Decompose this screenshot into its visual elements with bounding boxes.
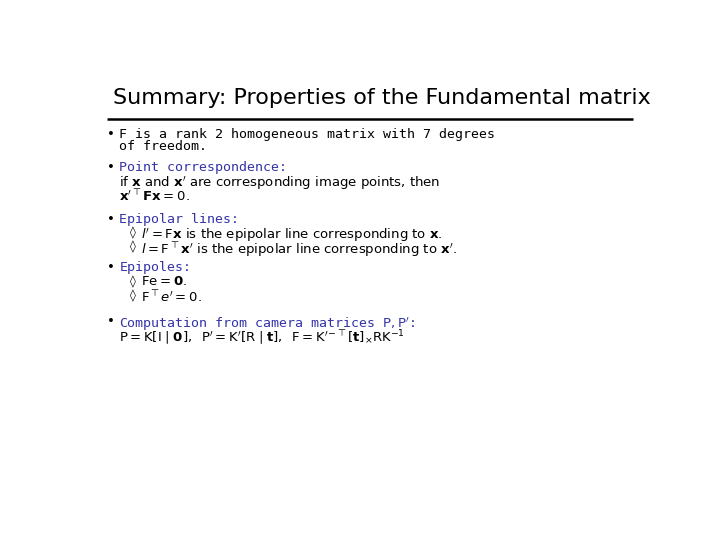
Text: Epipolar lines:: Epipolar lines: <box>120 213 240 226</box>
Text: Computation from camera matrices $\mathrm{P}, \mathrm{P}'$:: Computation from camera matrices $\mathr… <box>120 315 415 333</box>
Text: $\mathrm{F}^{\top}e' = 0.$: $\mathrm{F}^{\top}e' = 0.$ <box>141 289 202 305</box>
Text: $\mathbf{x}'^{\top}\mathbf{F}\mathbf{x} = 0.$: $\mathbf{x}'^{\top}\mathbf{F}\mathbf{x} … <box>120 187 190 203</box>
Text: ◊: ◊ <box>130 275 136 288</box>
Text: •: • <box>107 261 115 274</box>
Text: of freedom.: of freedom. <box>120 140 207 153</box>
Text: ◊: ◊ <box>130 240 136 253</box>
Text: ◊: ◊ <box>130 289 136 302</box>
Text: •: • <box>107 161 115 174</box>
Text: Point correspondence:: Point correspondence: <box>120 161 287 174</box>
Text: Epipoles:: Epipoles: <box>120 261 192 274</box>
Text: $\mathrm{F}\mathrm{e} = \mathbf{0}.$: $\mathrm{F}\mathrm{e} = \mathbf{0}.$ <box>141 275 187 288</box>
Text: •: • <box>107 213 115 226</box>
Text: $\mathrm{P} = \mathrm{K}[\mathrm{I} \mid \mathbf{0}],\;\; \mathrm{P}' = \mathrm{: $\mathrm{P} = \mathrm{K}[\mathrm{I} \mid… <box>120 329 405 348</box>
Text: •: • <box>107 128 115 141</box>
Text: Summary: Properties of the Fundamental matrix: Summary: Properties of the Fundamental m… <box>113 88 651 108</box>
Text: •: • <box>107 315 115 328</box>
Text: ◊: ◊ <box>130 226 136 240</box>
Text: $l' = \mathrm{F}\mathbf{x}$ is the epipolar line corresponding to $\mathbf{x}$.: $l' = \mathrm{F}\mathbf{x}$ is the epipo… <box>141 226 443 244</box>
Text: $l = \mathrm{F}^{\top}\mathbf{x}'$ is the epipolar line corresponding to $\mathb: $l = \mathrm{F}^{\top}\mathbf{x}'$ is th… <box>141 240 457 259</box>
Text: F is a rank 2 homogeneous matrix with 7 degrees: F is a rank 2 homogeneous matrix with 7 … <box>120 128 495 141</box>
Text: if $\mathbf{x}$ and $\mathbf{x}'$ are corresponding image points, then: if $\mathbf{x}$ and $\mathbf{x}'$ are co… <box>120 175 441 192</box>
